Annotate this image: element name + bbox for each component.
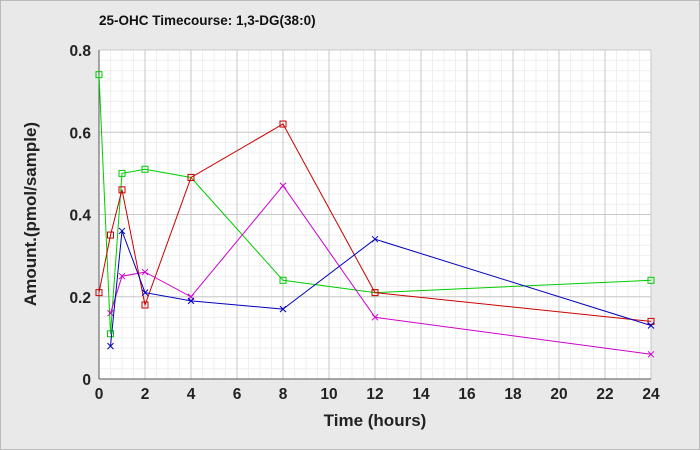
data-point <box>371 235 379 243</box>
x-tick-label: 20 <box>550 386 567 403</box>
series-4 <box>107 227 655 350</box>
data-point <box>118 227 126 235</box>
chart-title: 25-OHC Timecourse: 1,3-DG(38:0) <box>99 13 316 28</box>
x-tick-label: 24 <box>642 386 660 403</box>
y-tick-label: 0.8 <box>69 43 91 60</box>
x-tick-label: 2 <box>141 386 150 403</box>
y-tick-labels: 0 0.2 0.4 0.6 0.8 <box>69 43 91 389</box>
data-point <box>118 272 126 280</box>
series-layer <box>95 71 655 358</box>
data-point <box>279 305 287 313</box>
y-tick-label: 0.2 <box>69 290 91 307</box>
data-point <box>95 71 103 79</box>
series-2 <box>95 120 655 325</box>
data-point <box>118 169 126 177</box>
data-point <box>107 309 114 317</box>
x-tick-labels: 0 2 4 6 8 10 12 14 16 18 20 22 24 <box>95 386 660 403</box>
data-point <box>647 350 655 358</box>
y-tick-label: 0.6 <box>69 125 91 142</box>
data-point <box>371 313 379 321</box>
x-axis-label: Time (hours) <box>324 411 427 430</box>
data-point <box>647 317 655 325</box>
x-tick-label: 6 <box>233 386 242 403</box>
y-tick-label: 0 <box>82 372 91 389</box>
x-tick-label: 22 <box>596 386 613 403</box>
x-tick-label: 8 <box>279 386 288 403</box>
data-point <box>187 173 195 181</box>
x-tick-label: 14 <box>412 386 430 403</box>
y-axis-label: Amount.(pmol/sample) <box>21 122 40 306</box>
x-tick-label: 16 <box>458 386 476 403</box>
data-point <box>95 289 103 297</box>
data-point <box>647 276 655 284</box>
data-point <box>279 276 287 284</box>
data-point <box>141 165 149 173</box>
data-point <box>371 289 379 297</box>
data-point <box>107 231 114 239</box>
x-tick-label: 12 <box>366 386 383 403</box>
x-tick-label: 4 <box>187 386 196 403</box>
data-point <box>279 120 287 128</box>
data-point <box>118 186 126 194</box>
data-point <box>647 322 655 329</box>
y-tick-label: 0.4 <box>69 208 91 225</box>
x-tick-label: 0 <box>95 386 104 403</box>
data-point <box>141 289 149 296</box>
data-point <box>279 182 287 190</box>
axes <box>98 50 651 380</box>
series-line <box>98 123 652 322</box>
x-tick-label: 18 <box>504 386 522 403</box>
data-point <box>107 330 114 338</box>
data-point <box>141 301 149 309</box>
data-point <box>141 268 149 276</box>
data-point <box>107 342 114 350</box>
x-tick-label: 10 <box>320 386 337 403</box>
data-point <box>187 297 195 305</box>
